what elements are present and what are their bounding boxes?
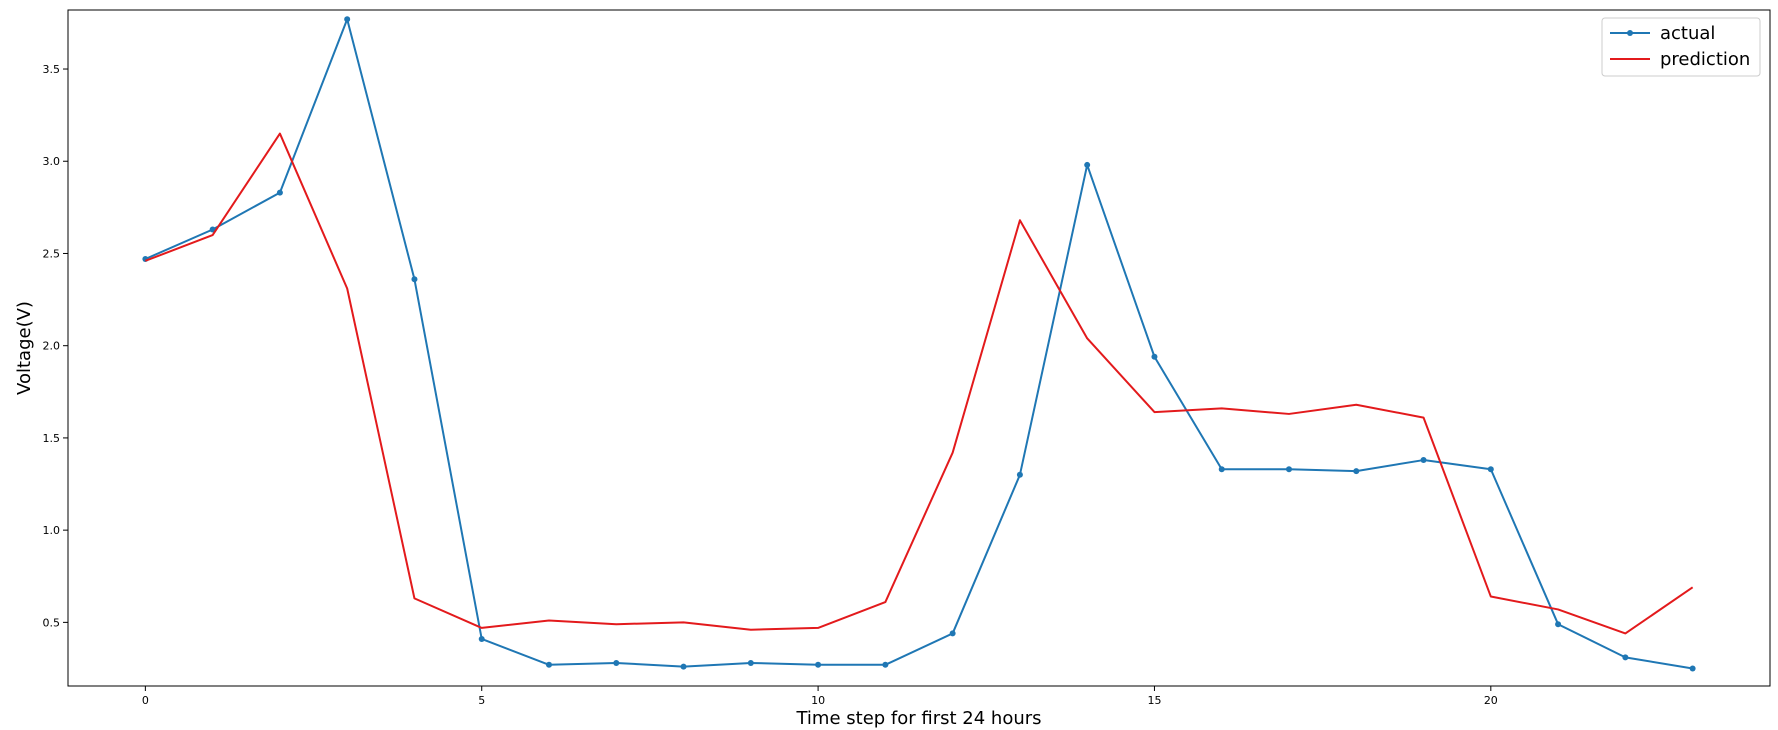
data-point-actual (478, 635, 485, 642)
data-point-actual (1218, 466, 1225, 473)
x-tick-label: 0 (142, 694, 149, 707)
series-line-prediction (145, 132, 1694, 635)
y-tick-label: 2.5 (43, 247, 61, 260)
data-point-actual (546, 661, 552, 668)
data-point-actual (815, 661, 822, 668)
legend: actual prediction (1601, 17, 1761, 77)
x-tick-label: 5 (478, 694, 485, 707)
data-point-actual (1353, 468, 1360, 475)
data-point-actual (680, 663, 687, 670)
series-layer (142, 16, 1696, 672)
legend-label-prediction: prediction (1660, 49, 1750, 70)
x-tick-label: 20 (1484, 694, 1498, 707)
data-point-actual (1016, 471, 1023, 478)
data-point-actual (1286, 466, 1292, 473)
y-tick-label: 0.5 (43, 616, 61, 629)
legend-marker-actual (1627, 30, 1633, 36)
data-point-actual (1420, 457, 1427, 464)
data-point-actual (1622, 654, 1629, 661)
y-axis: 0.5 1.0 1.5 2.0 2.5 3.0 3.5 (43, 63, 68, 629)
x-tick-label: 15 (1147, 694, 1161, 707)
data-point-actual (276, 189, 283, 196)
y-tick-label: 2.0 (43, 340, 61, 353)
y-axis-label: Voltage(V) (14, 301, 35, 395)
x-axis-label: Time step for first 24 hours (795, 708, 1041, 729)
data-point-actual (1689, 665, 1696, 672)
data-point-actual (1487, 466, 1494, 473)
data-point-actual (882, 661, 889, 668)
x-tick-label: 10 (811, 694, 825, 707)
y-tick-label: 3.5 (43, 63, 61, 76)
data-point-actual (949, 630, 956, 637)
data-point-actual (411, 276, 418, 283)
y-tick-label: 3.0 (43, 155, 61, 168)
x-axis: 0 5 10 15 20 (142, 686, 1498, 707)
y-tick-label: 1.0 (43, 524, 61, 537)
data-point-actual (1555, 621, 1562, 628)
plot-area (67, 9, 1771, 687)
data-point-actual (747, 659, 754, 666)
y-tick-label: 1.5 (43, 432, 61, 445)
data-point-actual (344, 16, 351, 23)
data-point-actual (1084, 161, 1091, 168)
data-point-actual (1151, 353, 1158, 360)
legend-label-actual: actual (1660, 23, 1715, 44)
data-point-actual (613, 659, 620, 666)
series-line-actual (144, 18, 1693, 670)
